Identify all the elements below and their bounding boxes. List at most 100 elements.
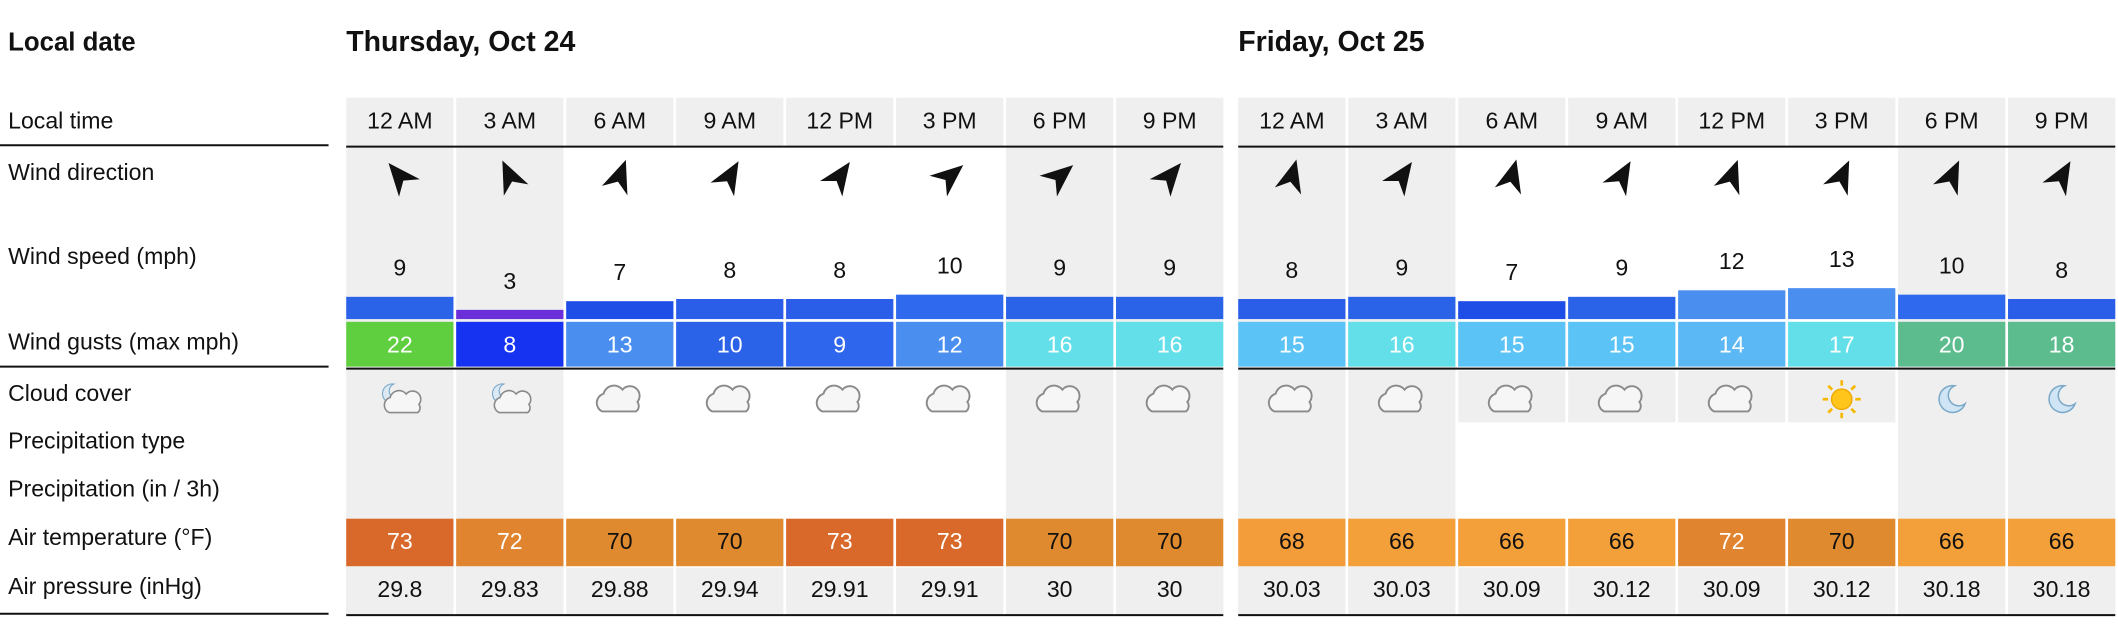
- pressure-value: 30.03: [1263, 576, 1321, 602]
- header-cell: [786, 97, 894, 147]
- wind-speed-bar: [2008, 298, 2116, 320]
- temperature-value: 68: [1279, 528, 1305, 554]
- moon: [2048, 384, 2077, 414]
- gust-value: 17: [1829, 331, 1855, 357]
- time-label: 9 AM: [1595, 107, 1648, 133]
- weather-icon: [1938, 384, 1967, 414]
- wind-arrow: [388, 162, 420, 197]
- pressure-value: 30.09: [1703, 576, 1761, 602]
- cloud: [815, 384, 861, 413]
- pressure-cell: [1788, 567, 1896, 616]
- cloud: [705, 384, 751, 413]
- cloud-shape: [705, 384, 751, 413]
- temperature-cell: [1348, 518, 1456, 567]
- cloud-shape: [595, 384, 641, 413]
- cloud-shape: [1035, 384, 1081, 413]
- gust-cell: [1788, 321, 1896, 367]
- gust-value: 15: [1279, 331, 1305, 357]
- gust-value: 16: [1157, 331, 1183, 357]
- wind-speed-value: 8: [833, 257, 846, 283]
- gust-cell: [1006, 321, 1114, 367]
- pressure-value: 30.03: [1373, 576, 1431, 602]
- wind-arrow: [1602, 161, 1631, 197]
- header-cell: [1238, 97, 1346, 147]
- header-cell: [676, 97, 784, 147]
- pressure-value: 30.18: [2033, 576, 2091, 602]
- gust-value: 16: [1047, 331, 1073, 357]
- pressure-cell: [1458, 567, 1566, 616]
- cloud: [1267, 384, 1313, 413]
- temperature-value: 66: [1609, 528, 1635, 554]
- temperature-value: 70: [717, 528, 743, 554]
- pressure-cell: [1898, 567, 2006, 616]
- time-label: 6 PM: [1925, 107, 1979, 133]
- pressure-value: 30.18: [1923, 576, 1981, 602]
- wind-speed-bar: [1678, 290, 1786, 320]
- day-header: Friday, Oct 25: [1238, 26, 1425, 58]
- wind-speed-value: 7: [613, 259, 626, 285]
- cloud-shape: [815, 384, 861, 413]
- wind-speed-bar: [566, 301, 674, 320]
- pressure-value: 29.8: [377, 576, 422, 602]
- header-cell: [566, 97, 674, 147]
- wind-arrow: [502, 160, 529, 196]
- gust-value: 16: [1389, 331, 1415, 357]
- header-cell: [1568, 97, 1676, 147]
- row-label: Local date: [8, 28, 136, 56]
- cloud-shape: [1377, 384, 1423, 413]
- wind-arrow: [1823, 160, 1850, 196]
- header-cell: [346, 97, 454, 147]
- pressure-value: 29.88: [591, 576, 649, 602]
- wind-arrow: [929, 165, 964, 197]
- time-label: 3 PM: [923, 107, 977, 133]
- wind-speed-bar: [456, 309, 564, 320]
- wind-speed-value: 8: [723, 257, 736, 283]
- header-cell: [1458, 97, 1566, 147]
- sun: [1830, 388, 1853, 411]
- pressure-value: 30.12: [1813, 576, 1871, 602]
- wind-arrow: [1713, 159, 1740, 196]
- time-label: 9 PM: [2035, 107, 2089, 133]
- row-label: Precipitation (in / 3h): [8, 475, 220, 501]
- pressure-cell: [896, 567, 1004, 616]
- time-label: 3 PM: [1815, 107, 1869, 133]
- gust-cell: [1458, 321, 1566, 367]
- temperature-cell: [1006, 518, 1114, 567]
- gust-value: 18: [2049, 331, 2075, 357]
- pressure-value: 29.83: [481, 576, 539, 602]
- temperature-value: 70: [1829, 528, 1855, 554]
- cloud-shape: [493, 389, 532, 414]
- temperature-value: 66: [2049, 528, 2075, 554]
- temperature-value: 72: [497, 528, 523, 554]
- wind-arrow: [820, 162, 850, 197]
- gust-cell: [1898, 321, 2006, 367]
- header-cell: [1898, 97, 2006, 147]
- temperature-cell: [1238, 518, 1346, 567]
- header-cell: [1348, 97, 1456, 147]
- cloud: [1377, 384, 1423, 413]
- pressure-cell: [1116, 567, 1224, 616]
- pressure-value: 30: [1047, 576, 1073, 602]
- time-label: 12 PM: [1698, 107, 1765, 133]
- wind-speed-value: 10: [937, 253, 963, 279]
- time-label: 12 PM: [806, 107, 873, 133]
- wind-speed-bar: [1568, 296, 1676, 320]
- temperature-value: 70: [1047, 528, 1073, 554]
- row-label: Local time: [8, 107, 113, 133]
- wind-arrow: [2042, 161, 2071, 197]
- pressure-value: 29.91: [811, 576, 869, 602]
- header-cell: [1006, 97, 1114, 147]
- temperature-cell: [1788, 518, 1896, 567]
- wind-speed-value: 3: [503, 268, 516, 294]
- time-label: 3 AM: [484, 107, 537, 133]
- wind-speed-bar: [1898, 294, 2006, 320]
- wind-speed-bar: [1788, 288, 1896, 320]
- cloud: [1035, 384, 1081, 413]
- row-label: Precipitation type: [8, 428, 185, 454]
- wind-arrow: [1149, 162, 1181, 197]
- pressure-value: 30.12: [1593, 576, 1651, 602]
- temperature-cell: [1678, 518, 1786, 567]
- pressure-cell: [456, 567, 564, 616]
- temperature-value: 70: [1157, 528, 1183, 554]
